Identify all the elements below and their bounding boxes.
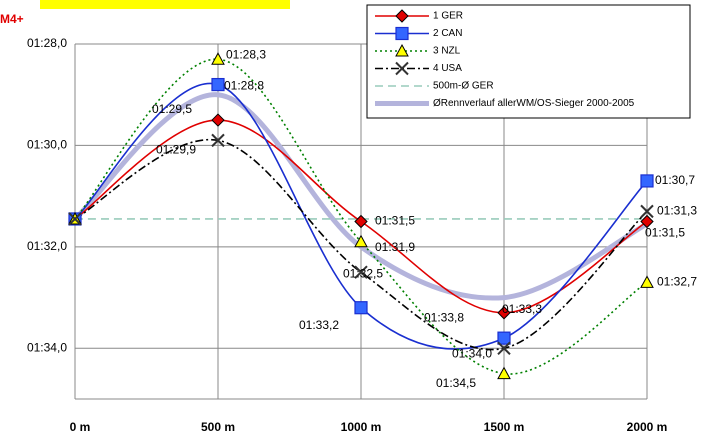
series-line [73,92,649,301]
marker-square [354,301,368,315]
data-label: 01:28,8 [224,79,264,93]
legend-label: 2 CAN [433,28,462,39]
legend-marker [395,61,409,76]
series-line [74,82,648,350]
legend-label: ØRennverlauf allerWM/OS-Sieger 2000-2005 [433,98,635,109]
marker-triangle [211,52,225,65]
marker-x [354,265,368,279]
marker-triangle [497,366,511,380]
y-tick-label: 01:32,0 [27,239,67,253]
data-label: 01:31,9 [375,240,415,254]
legend-marker [395,9,409,23]
data-label: 01:34,5 [436,376,476,390]
marker-square [211,77,225,92]
marker-diamond [640,214,654,229]
data-label: 01:33,2 [299,318,339,332]
y-tick-label: 01:28,0 [27,36,67,50]
data-label: 01:31,5 [645,226,685,240]
marker-diamond [354,214,368,229]
marker-square [640,174,654,188]
marker-diamond [497,306,511,320]
data-label: 01:34,0 [452,346,492,360]
marker-x [68,212,82,226]
legend-label: 500m-Ø GER [433,81,494,92]
data-label: 01:30,7 [655,173,695,187]
marker-x [640,204,654,219]
data-label: 01:29,9 [156,143,196,157]
x-tick-label: 0 m [70,420,91,434]
legend-marker [395,43,409,57]
data-label: 01:32,5 [343,266,383,280]
data-label: 01:29,5 [152,102,192,116]
data-label: 01:31,5 [375,214,415,228]
y-tick-label: 01:30,0 [27,138,67,152]
chart-title: M4+ [0,12,24,26]
y-tick-label: 01:34,0 [27,340,67,354]
marker-triangle [640,275,654,288]
data-label: 01:33,8 [424,310,464,324]
x-tick-label: 500 m [201,420,235,434]
x-tick-label: 2000 m [627,420,668,434]
legend-label: 3 NZL [433,46,461,57]
legend-box [366,4,691,119]
marker-triangle [354,234,368,248]
marker-x [497,341,511,355]
data-label: 01:31,3 [657,204,697,218]
header-highlight [40,0,290,9]
legend-marker [395,26,409,41]
marker-square [497,331,511,345]
data-label: 01:28,3 [226,47,266,61]
data-label: 01:33,3 [502,302,542,316]
legend-label: 4 USA [433,63,462,74]
legend-label: 1 GER [433,11,463,22]
marker-diamond [211,113,225,127]
legend: 1 GER 2 CAN 3 NZL 4 USA 500m-Ø GER ØRennverla… [366,4,691,119]
x-tick-label: 1000 m [341,420,382,434]
data-label: 01:32,7 [657,275,697,289]
marker-x [211,133,225,148]
x-tick-label: 1500 m [484,420,525,434]
